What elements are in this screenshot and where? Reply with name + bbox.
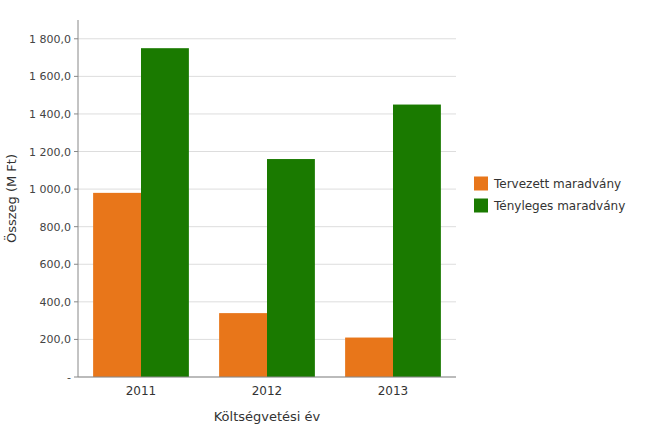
y-tick [74, 113, 78, 114]
legend-label: Tényleges maradvány [493, 199, 625, 213]
y-tick [74, 76, 78, 77]
bars [93, 48, 441, 377]
bar [141, 48, 189, 377]
y-axis-title: Összeg (M Ft) [3, 154, 19, 243]
legend-swatch [474, 199, 488, 213]
bar [219, 313, 267, 377]
chart-svg: - 200,0 400,0 600,0 800,0 1 000,0 1 200,0 1 400… [0, 0, 646, 433]
bar [345, 338, 393, 377]
y-tick-label: 800,0 [40, 221, 72, 234]
y-tick-label: 1 800,0 [29, 33, 71, 46]
y-tick-label: 600,0 [40, 258, 72, 271]
y-tick [74, 189, 78, 190]
y-tick [74, 264, 78, 265]
x-tick-label: 2011 [126, 384, 157, 398]
chart-container: - 200,0 400,0 600,0 800,0 1 000,0 1 200,0 1 400… [0, 0, 646, 433]
y-tick [74, 377, 78, 378]
x-tick-label: 2012 [252, 384, 283, 398]
y-tick-label: 1 400,0 [29, 108, 71, 121]
grid-line [78, 377, 456, 378]
y-tick-label: 200,0 [40, 333, 72, 346]
y-tick [74, 226, 78, 227]
legend: Tervezett maradvány Tényleges maradvány [474, 177, 625, 214]
y-tick-label: 1 600,0 [29, 70, 71, 83]
grid-line [78, 76, 456, 77]
x-tick-label: 2013 [378, 384, 409, 398]
bar [393, 105, 441, 377]
bar [267, 159, 315, 377]
x-axis-title: Költségvetési év [214, 409, 321, 424]
y-tick-label: 400,0 [40, 296, 72, 309]
grid-line [78, 38, 456, 39]
y-tick [74, 301, 78, 302]
y-tick-label: 1 200,0 [29, 146, 71, 159]
y-tick-label: - [67, 371, 71, 384]
legend-label: Tervezett maradvány [493, 177, 621, 191]
bar [93, 193, 141, 377]
y-tick [74, 339, 78, 340]
x-axis-line [78, 377, 456, 378]
y-tick [74, 38, 78, 39]
y-tick-label: 1 000,0 [29, 183, 71, 196]
y-tick [74, 151, 78, 152]
y-axis: - 200,0 400,0 600,0 800,0 1 000,0 1 200,0 1 400… [29, 33, 456, 384]
legend-swatch [474, 177, 488, 191]
y-axis-line [78, 20, 79, 377]
